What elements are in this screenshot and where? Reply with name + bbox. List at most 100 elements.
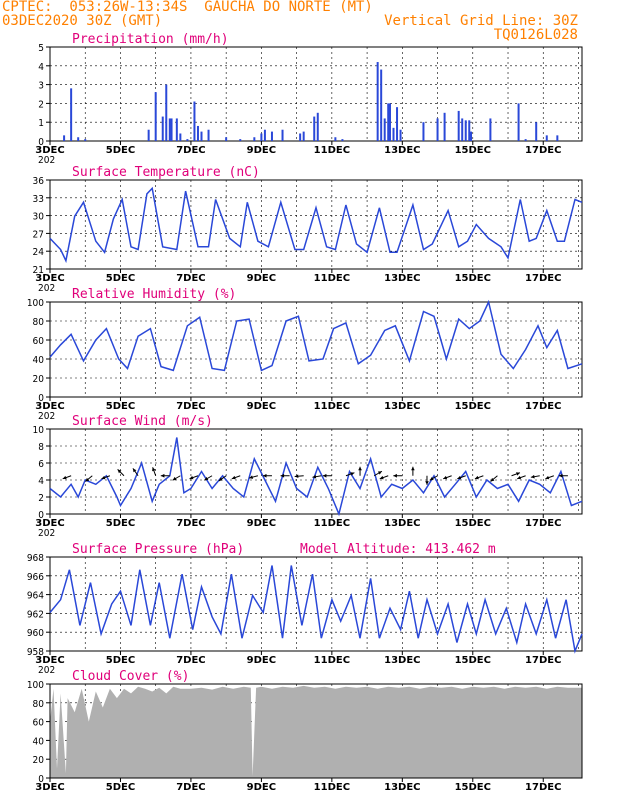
x-tick-label: 13DEC [384,655,420,666]
wind-arrow-head [425,481,429,485]
precip-bar [170,118,173,141]
x-tick-label: 3DEC [35,655,64,666]
panel-frame [49,301,583,398]
precip-bar [399,129,402,141]
x-tick-label: 3DEC [35,518,64,529]
x-tick-label: 5DEC [106,145,135,156]
precip-bar [77,137,80,141]
y-tick-label: 0 [38,137,44,148]
y-tick-label: 33 [33,194,44,205]
wind-arrow-head [101,475,106,480]
wind-arrow-head [558,473,563,478]
x-tick-label: 15DEC [455,273,491,284]
wind-arrow-head [231,475,236,480]
precip-bar [461,118,464,141]
x-tick-label: 17DEC [525,655,561,666]
wind-arrow-head [377,471,382,475]
y-tick-label: 4 [38,476,44,487]
x-tick-label: 17DEC [525,145,561,156]
precip-bar [392,127,395,141]
panel-title: Precipitation (mm/h) [72,32,229,47]
cloud-area [50,685,582,778]
y-tick-label: 966 [27,572,44,583]
precip-bar [270,131,273,141]
y-tick-label: 21 [33,265,44,276]
series-line [49,186,583,264]
precip-bar [207,129,210,141]
panel-2 [46,179,583,273]
precip-bar [396,107,399,141]
panel-4 [46,428,583,518]
wind-arrow-head [516,472,520,476]
year-label: 202 [38,155,55,166]
wind-arrow-head [204,476,209,481]
y-tick-label: 40 [33,736,45,747]
wind-arrow-head [350,472,355,476]
y-tick-label: 100 [27,680,44,691]
y-tick-label: 27 [33,229,44,240]
x-tick-label: 5DEC [106,655,135,666]
y-tick-label: 5 [38,43,44,54]
x-tick-label: 15DEC [455,145,491,156]
precip-bar [470,131,473,141]
y-tick-label: 100 [27,298,44,309]
precip-bar [489,118,492,141]
header-run-date: 03DEC2020 30Z (GMT) [2,13,163,29]
year-label: 202 [38,528,55,539]
wind-arrow-head [263,473,267,478]
y-tick-label: 36 [33,176,45,187]
wind-arrow-head [152,467,156,472]
x-tick-label: 13DEC [384,401,420,412]
precip-bar [457,110,460,141]
year-label: 202 [38,411,55,422]
x-tick-label: 13DEC [384,782,420,793]
precip-bar [70,88,73,141]
precip-bar [302,131,305,141]
wind-arrow-head [474,475,479,480]
x-tick-label: 15DEC [455,655,491,666]
precip-bar [464,120,467,141]
y-tick-label: 24 [33,247,45,258]
y-tick-label: 20 [33,755,45,766]
wind-arrow-head [517,475,522,480]
precip-bar [263,129,266,141]
precip-bar [383,118,386,141]
y-tick-label: 4 [38,62,44,73]
header-model: TQ0126L028 [493,27,578,43]
y-tick-label: 958 [27,647,44,658]
x-tick-label: 17DEC [525,273,561,284]
x-tick-label: 11DEC [314,401,350,412]
y-tick-label: 2 [38,99,44,110]
panel-frame [49,179,583,270]
x-tick-label: 7DEC [176,782,205,793]
x-tick-label: 7DEC [176,401,205,412]
precip-bar [84,139,87,141]
x-tick-label: 11DEC [314,145,350,156]
precip-bar [175,118,178,141]
precip-bar [380,69,383,141]
y-tick-label: 0 [38,510,44,521]
wind-arrow-head [117,469,122,474]
wind-arrow-head [490,477,495,482]
panel-5 [46,556,583,655]
panel-title: Relative Humidity (%) [72,287,236,302]
panel-frame [49,556,583,652]
y-tick-label: 6 [38,459,44,470]
precip-bar [517,103,520,141]
precip-bar [281,129,284,141]
x-tick-label: 11DEC [314,782,350,793]
precip-bar [436,118,439,141]
series-line [49,565,583,654]
panel-title: Cloud Cover (%) [72,669,189,684]
precip-bar [196,125,199,141]
precip-bar [556,135,559,141]
x-tick-label: 9DEC [247,145,276,156]
precip-bar [225,137,228,141]
x-tick-label: 5DEC [106,782,135,793]
x-tick-label: 13DEC [384,145,420,156]
y-tick-label: 0 [38,774,44,785]
precip-bar [341,139,344,141]
header-station: CPTEC: 053:26W-13:34S GAUCHA DO NORTE (M… [2,0,373,15]
x-tick-label: 7DEC [176,518,205,529]
y-tick-label: 968 [27,553,44,564]
